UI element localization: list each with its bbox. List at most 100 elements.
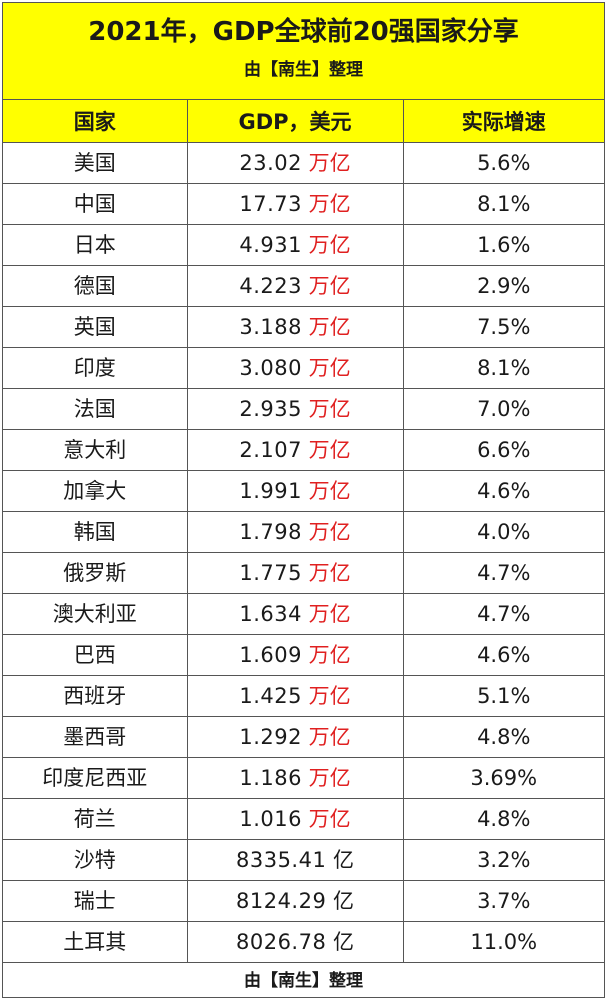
growth-cell: 7.0% [402,387,604,430]
gdp-value: 2.107 [239,437,302,462]
table-footer: 由【南生】整理 [244,970,363,991]
gdp-value: 8026.78 [235,929,327,954]
country-cell: 瑞士 [3,879,188,922]
country-cell: 荷兰 [3,797,188,840]
table-row: 法国 2.935 万亿 7.0% [3,387,604,430]
gdp-value: 17.73 [239,191,302,216]
table-row: 韩国 1.798 万亿 4.0% [3,510,604,553]
country-cell: 加拿大 [3,469,188,512]
gdp-cell: 8124.29 亿 [186,879,404,922]
gdp-value: 1.991 [239,478,302,503]
gdp-value: 1.016 [239,806,302,831]
gdp-cell: 2.107 万亿 [186,428,404,471]
table-row: 澳大利亚 1.634 万亿 4.7% [3,592,604,635]
gdp-value: 8124.29 [235,888,327,913]
gdp-unit: 万亿 [308,601,351,626]
gdp-unit: 万亿 [308,232,351,257]
gdp-value: 23.02 [239,150,302,175]
country-cell: 韩国 [3,510,188,553]
table-row: 德国 4.223 万亿 2.9% [3,264,604,307]
table-row: 土耳其 8026.78 亿 11.0% [3,920,604,963]
gdp-value: 1.798 [239,519,302,544]
header-growth: 实际增速 [402,100,604,143]
gdp-cell: 1.609 万亿 [186,633,404,676]
growth-cell: 2.9% [402,264,604,307]
title-block: 2021年，GDP全球前20强国家分享 由【南生】整理 [3,3,604,100]
growth-cell: 5.6% [402,141,604,184]
growth-cell: 6.6% [402,428,604,471]
country-cell: 美国 [3,141,188,184]
growth-cell: 3.7% [402,879,604,922]
table-row: 瑞士 8124.29 亿 3.7% [3,879,604,922]
growth-cell: 8.1% [402,182,604,225]
gdp-cell: 1.634 万亿 [186,592,404,635]
gdp-cell: 1.991 万亿 [186,469,404,512]
country-cell: 巴西 [3,633,188,676]
gdp-unit: 万亿 [308,355,351,380]
gdp-value: 1.609 [239,642,302,667]
gdp-cell: 1.425 万亿 [186,674,404,717]
gdp-value: 1.292 [239,724,302,749]
country-cell: 中国 [3,182,188,225]
gdp-unit: 万亿 [308,683,351,708]
gdp-value: 1.775 [239,560,302,585]
gdp-unit: 万亿 [308,191,351,216]
table-row: 沙特 8335.41 亿 3.2% [3,838,604,881]
gdp-value: 4.931 [239,232,302,257]
table-row: 英国 3.188 万亿 7.5% [3,305,604,348]
gdp-table: 国家 GDP，美元 实际增速 美国 23.02 万亿 5.6% 中国 17.73 万亿 8… [3,100,604,963]
table-row: 荷兰 1.016 万亿 4.8% [3,797,604,840]
growth-cell: 3.2% [402,838,604,881]
table-subtitle: 由【南生】整理 [244,60,363,80]
table-body: 美国 23.02 万亿 5.6% 中国 17.73 万亿 8.1% 日本 4.931 万亿 1.… [3,141,604,963]
table-row: 美国 23.02 万亿 5.6% [3,141,604,184]
gdp-unit: 万亿 [308,560,351,585]
gdp-unit: 万亿 [308,273,351,298]
country-cell: 印度 [3,346,188,389]
gdp-cell: 1.016 万亿 [186,797,404,840]
growth-cell: 4.8% [402,797,604,840]
table-row: 中国 17.73 万亿 8.1% [3,182,604,225]
country-cell: 沙特 [3,838,188,881]
gdp-value: 1.186 [239,765,302,790]
country-cell: 法国 [3,387,188,430]
growth-cell: 4.7% [402,551,604,594]
country-cell: 日本 [3,223,188,266]
gdp-unit: 万亿 [308,437,351,462]
country-cell: 英国 [3,305,188,348]
gdp-unit: 亿 [333,888,355,913]
country-cell: 俄罗斯 [3,551,188,594]
table-row: 西班牙 1.425 万亿 5.1% [3,674,604,717]
growth-cell: 4.8% [402,715,604,758]
table-row: 巴西 1.609 万亿 4.6% [3,633,604,676]
gdp-cell: 4.931 万亿 [186,223,404,266]
gdp-cell: 2.935 万亿 [186,387,404,430]
country-cell: 土耳其 [3,920,188,963]
gdp-unit: 万亿 [308,806,351,831]
growth-cell: 4.0% [402,510,604,553]
growth-cell: 1.6% [402,223,604,266]
gdp-cell: 1.798 万亿 [186,510,404,553]
growth-cell: 5.1% [402,674,604,717]
gdp-unit: 万亿 [308,150,351,175]
growth-cell: 4.6% [402,469,604,512]
table-title: 2021年，GDP全球前20强国家分享 [88,17,519,47]
country-cell: 墨西哥 [3,715,188,758]
gdp-cell: 1.775 万亿 [186,551,404,594]
growth-cell: 8.1% [402,346,604,389]
growth-cell: 3.69% [402,756,604,799]
table-row: 墨西哥 1.292 万亿 4.8% [3,715,604,758]
gdp-value: 3.188 [239,314,302,339]
gdp-unit: 万亿 [308,478,351,503]
gdp-cell: 4.223 万亿 [186,264,404,307]
growth-cell: 4.6% [402,633,604,676]
gdp-cell: 8026.78 亿 [186,920,404,963]
growth-cell: 11.0% [402,920,604,963]
gdp-value: 3.080 [239,355,302,380]
gdp-unit: 亿 [333,929,355,954]
gdp-unit: 万亿 [308,519,351,544]
table-row: 意大利 2.107 万亿 6.6% [3,428,604,471]
header-gdp: GDP，美元 [186,100,404,143]
gdp-cell: 1.292 万亿 [186,715,404,758]
